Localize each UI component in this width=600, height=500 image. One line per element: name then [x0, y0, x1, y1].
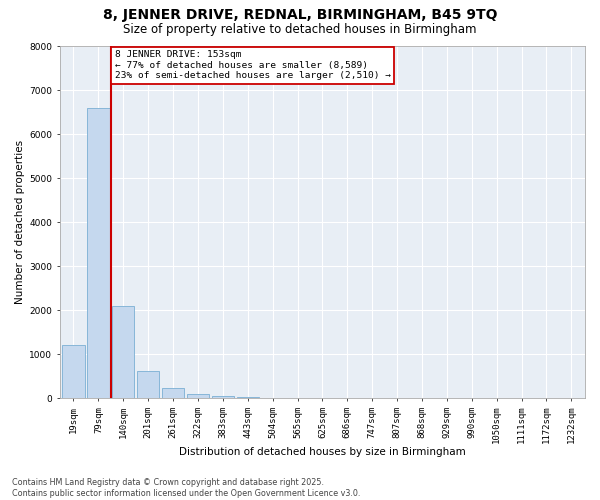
Bar	[236, 396, 259, 398]
Bar	[62, 346, 85, 398]
X-axis label: Distribution of detached houses by size in Birmingham: Distribution of detached houses by size …	[179, 448, 466, 458]
Bar	[87, 108, 110, 398]
Bar	[137, 371, 160, 398]
Text: Contains HM Land Registry data © Crown copyright and database right 2025.
Contai: Contains HM Land Registry data © Crown c…	[12, 478, 361, 498]
Text: 8, JENNER DRIVE, REDNAL, BIRMINGHAM, B45 9TQ: 8, JENNER DRIVE, REDNAL, BIRMINGHAM, B45…	[103, 8, 497, 22]
Bar	[112, 306, 134, 398]
Text: 8 JENNER DRIVE: 153sqm
← 77% of detached houses are smaller (8,589)
23% of semi-: 8 JENNER DRIVE: 153sqm ← 77% of detached…	[115, 50, 391, 80]
Y-axis label: Number of detached properties: Number of detached properties	[15, 140, 25, 304]
Bar	[162, 388, 184, 398]
Bar	[212, 396, 234, 398]
Bar	[187, 394, 209, 398]
Text: Size of property relative to detached houses in Birmingham: Size of property relative to detached ho…	[123, 22, 477, 36]
